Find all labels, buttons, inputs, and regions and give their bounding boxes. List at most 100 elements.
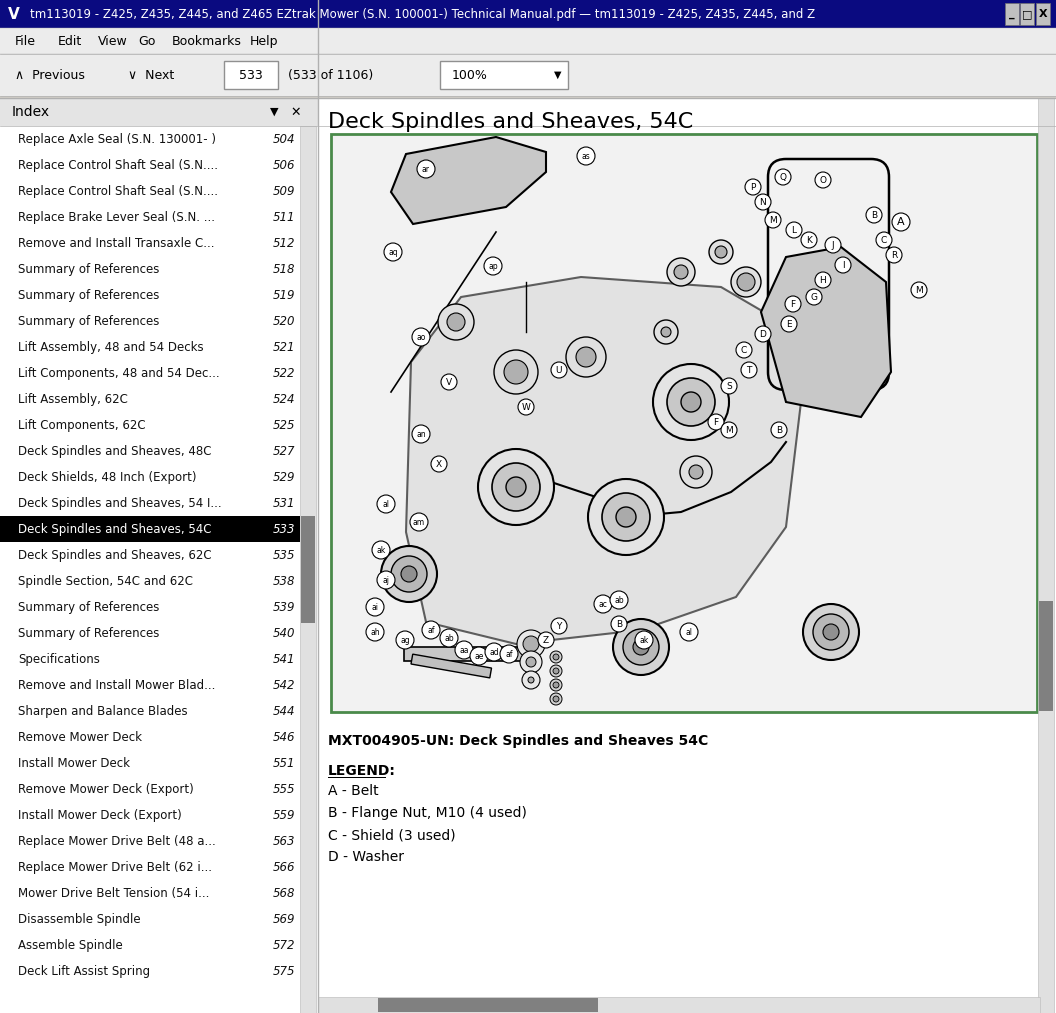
Text: Lift Assembly, 62C: Lift Assembly, 62C (18, 392, 128, 405)
Text: 559: 559 (272, 808, 295, 822)
Text: 524: 524 (272, 392, 295, 405)
Text: Summary of References: Summary of References (18, 626, 159, 639)
Circle shape (391, 556, 427, 592)
Circle shape (866, 207, 882, 223)
Circle shape (566, 337, 606, 377)
Polygon shape (761, 247, 891, 417)
Text: Deck Spindles and Sheaves, 62C: Deck Spindles and Sheaves, 62C (18, 548, 211, 561)
Text: 566: 566 (272, 860, 295, 873)
Circle shape (667, 258, 695, 286)
Bar (300, 126, 316, 1013)
Text: B: B (776, 425, 782, 435)
Circle shape (835, 257, 851, 272)
Text: af: af (428, 625, 435, 634)
Circle shape (765, 212, 781, 228)
Circle shape (366, 623, 384, 641)
Text: Specifications: Specifications (18, 652, 100, 666)
Text: Sharpen and Balance Blades: Sharpen and Balance Blades (18, 704, 188, 717)
Circle shape (366, 598, 384, 616)
Circle shape (504, 360, 528, 384)
Text: Y: Y (557, 622, 562, 630)
Circle shape (372, 541, 390, 559)
Circle shape (455, 641, 473, 659)
Text: _: _ (1010, 9, 1015, 19)
Text: ak: ak (639, 635, 648, 644)
Text: 542: 542 (272, 679, 295, 692)
Circle shape (441, 374, 457, 390)
Bar (1020, 3, 1034, 25)
Text: Deck Spindles and Sheaves, 54 I...: Deck Spindles and Sheaves, 54 I... (18, 496, 222, 510)
Text: Deck Spindles and Sheaves, 54C: Deck Spindles and Sheaves, 54C (18, 523, 211, 536)
Text: 538: 538 (272, 574, 295, 588)
Text: Summary of References: Summary of References (18, 314, 159, 327)
Circle shape (892, 213, 910, 231)
Text: View: View (98, 34, 128, 48)
Text: 529: 529 (272, 470, 295, 483)
Text: af: af (505, 649, 513, 658)
Text: Index: Index (12, 105, 50, 119)
Text: Spindle Section, 54C and 62C: Spindle Section, 54C and 62C (18, 574, 193, 588)
Text: 535: 535 (272, 548, 295, 561)
Text: D: D (759, 329, 767, 338)
Circle shape (528, 677, 534, 683)
Text: ae: ae (474, 651, 484, 660)
Text: Mower Drive Belt Tension (54 i...: Mower Drive Belt Tension (54 i... (18, 886, 209, 900)
Circle shape (401, 566, 417, 582)
Text: Deck Spindles and Sheaves, 54C: Deck Spindles and Sheaves, 54C (328, 112, 693, 132)
Text: 533: 533 (272, 523, 295, 536)
Text: B: B (616, 620, 622, 628)
Text: aq: aq (389, 247, 398, 256)
Text: Install Mower Deck (Export): Install Mower Deck (Export) (18, 808, 182, 822)
Text: 527: 527 (272, 445, 295, 458)
Text: Lift Components, 62C: Lift Components, 62C (18, 418, 146, 432)
Text: 568: 568 (272, 886, 295, 900)
Text: G: G (811, 293, 817, 302)
Text: 506: 506 (272, 158, 295, 171)
Text: M: M (769, 216, 777, 225)
Circle shape (494, 350, 538, 394)
Text: Remove and Install Transaxle C...: Remove and Install Transaxle C... (18, 236, 214, 249)
Text: 541: 541 (272, 652, 295, 666)
Bar (318, 98, 1056, 1013)
Circle shape (737, 272, 755, 291)
Circle shape (417, 160, 435, 178)
Circle shape (478, 449, 554, 525)
Bar (440, 61, 568, 89)
Text: aa: aa (459, 645, 469, 654)
Bar (0, 516, 300, 542)
Circle shape (526, 657, 536, 667)
Circle shape (377, 571, 395, 589)
Circle shape (522, 671, 540, 689)
Text: ✕: ✕ (290, 105, 301, 119)
Text: Replace Axle Seal (S.N. 130001- ): Replace Axle Seal (S.N. 130001- ) (18, 133, 216, 146)
Text: Q: Q (779, 172, 787, 181)
Text: P: P (751, 182, 756, 191)
Circle shape (886, 247, 902, 263)
Circle shape (611, 616, 627, 632)
Circle shape (741, 362, 757, 378)
Text: 520: 520 (272, 314, 295, 327)
Text: 512: 512 (272, 236, 295, 249)
Text: ∧  Previous: ∧ Previous (15, 69, 84, 81)
Text: D - Washer: D - Washer (328, 850, 404, 864)
Text: ah: ah (371, 627, 380, 636)
Bar (318, 997, 1040, 1013)
Text: Go: Go (138, 34, 155, 48)
Text: V: V (8, 6, 20, 21)
Text: ac: ac (599, 600, 607, 609)
Text: 539: 539 (272, 601, 295, 614)
Text: A: A (898, 217, 905, 227)
Circle shape (681, 392, 701, 412)
Text: ∨  Next: ∨ Next (128, 69, 174, 81)
Circle shape (876, 232, 892, 248)
Circle shape (623, 629, 659, 665)
Circle shape (440, 629, 458, 647)
Bar (331, 134, 1037, 712)
Circle shape (744, 179, 761, 194)
Text: L: L (792, 226, 796, 234)
Circle shape (553, 682, 559, 688)
Circle shape (396, 631, 414, 649)
Circle shape (551, 618, 567, 634)
Text: ab: ab (445, 633, 454, 642)
Text: ap: ap (488, 261, 497, 270)
